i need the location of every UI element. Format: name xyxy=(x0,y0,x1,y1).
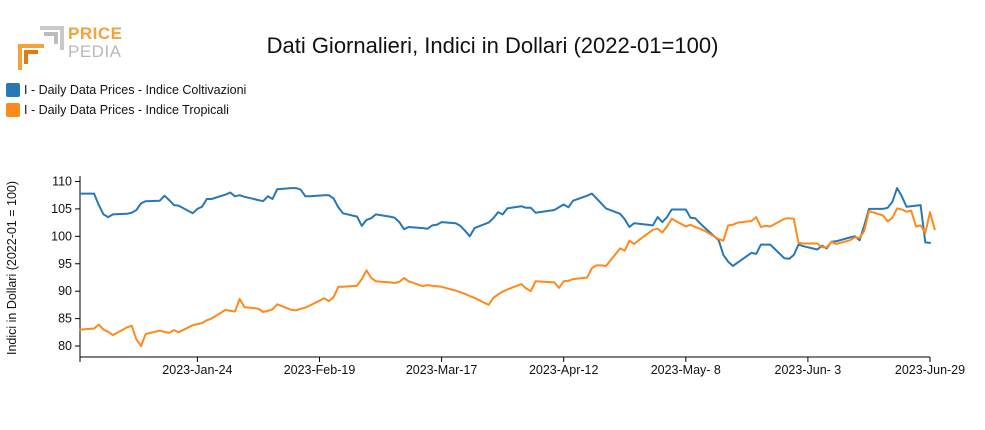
y-tick-label: 80 xyxy=(58,339,72,353)
legend-swatch-tropicali xyxy=(6,103,20,117)
logo-text-pedia: PEDIA xyxy=(68,42,122,61)
x-tick-label: 2023-Jan-24 xyxy=(162,363,232,377)
x-tick-label: 2023-May- 8 xyxy=(651,363,721,377)
series-line-coltivazioni xyxy=(79,187,931,267)
series-line-tropicali xyxy=(79,207,936,347)
x-tick-label: 2023-Mar-17 xyxy=(406,363,478,377)
x-tick-label: 2023-Feb-19 xyxy=(284,363,356,377)
logo-text-price: PRICE xyxy=(68,24,123,43)
legend-item-tropicali[interactable]: I - Daily Data Prices - Indice Tropicali xyxy=(6,100,246,120)
x-tick-label: 2023-Jun-29 xyxy=(895,363,965,377)
y-tick-label: 95 xyxy=(58,257,72,271)
x-tick-label: 2023-Apr-12 xyxy=(529,363,599,377)
chart-title: Dati Giornalieri, Indici in Dollari (202… xyxy=(266,33,719,58)
y-tick-label: 90 xyxy=(58,284,72,298)
y-tick-label: 105 xyxy=(51,202,72,216)
logo-mark-icon xyxy=(18,26,64,70)
legend-swatch-coltivazioni xyxy=(6,83,20,97)
legend-label-tropicali: I - Daily Data Prices - Indice Tropicali xyxy=(24,103,229,117)
x-tick-label: 2023-Jun- 3 xyxy=(775,363,842,377)
legend-label-coltivazioni: I - Daily Data Prices - Indice Coltivazi… xyxy=(24,83,247,97)
y-tick-label: 85 xyxy=(58,312,72,326)
pricepedia-logo: PRICE PEDIA xyxy=(18,24,128,74)
chart-legend: I - Daily Data Prices - Indice Coltivazi… xyxy=(6,80,246,120)
y-tick-label: 110 xyxy=(52,174,72,188)
legend-item-coltivazioni[interactable]: I - Daily Data Prices - Indice Coltivazi… xyxy=(6,80,246,100)
y-tick-label: 100 xyxy=(51,229,72,243)
